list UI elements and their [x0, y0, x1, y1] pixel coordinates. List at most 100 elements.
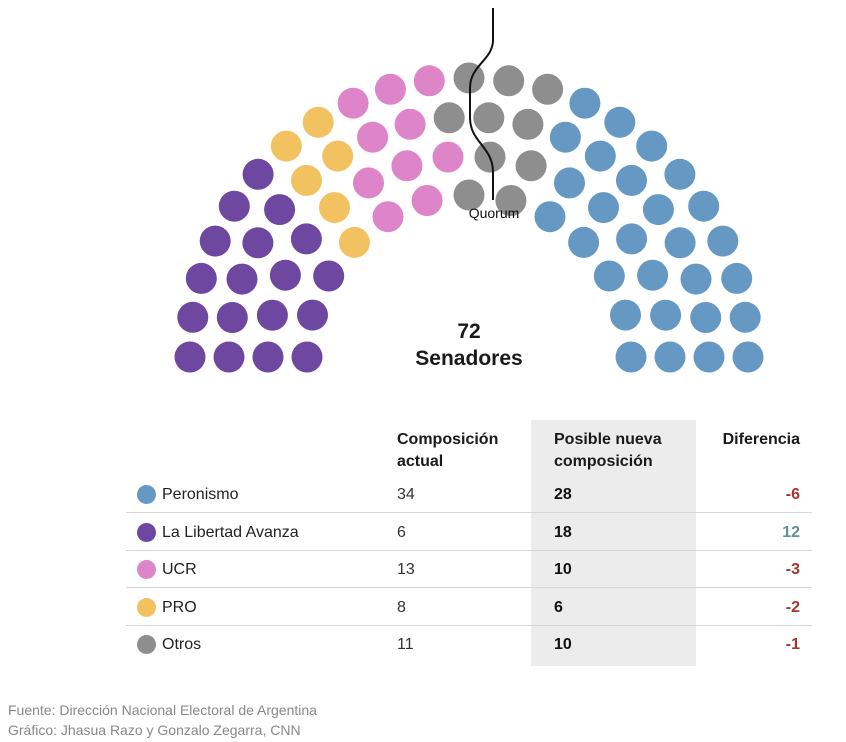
seat-difference: -6: [785, 486, 800, 503]
new-seats: 28: [554, 486, 572, 503]
seat-dot: [616, 223, 648, 255]
seat-dot: [588, 192, 619, 224]
seat-dot: [642, 194, 674, 226]
seat-group: [174, 62, 764, 373]
quorum-label: Quorum: [469, 205, 520, 221]
seat-dot: [291, 164, 322, 196]
party-color-dot: [137, 523, 156, 542]
new-seats: 10: [554, 636, 572, 653]
current-seats: 13: [397, 561, 415, 578]
new-seats: 18: [554, 524, 572, 541]
source-note: Fuente: Dirección Nacional Electoral de …: [8, 702, 317, 718]
seat-dot: [413, 65, 445, 97]
seat-dot: [615, 341, 647, 373]
table-row: Otros 11 10 -1: [126, 626, 812, 663]
seat-difference: -2: [785, 599, 800, 616]
seat-dot: [732, 341, 764, 373]
seat-dot: [721, 262, 753, 294]
table-row: Peronismo 34 28 -6: [126, 476, 812, 513]
party-color-dot: [137, 598, 156, 617]
seat-dot: [534, 201, 566, 233]
seat-dot: [264, 194, 296, 226]
new-seats: 10: [554, 561, 572, 578]
seat-dot: [532, 73, 564, 105]
seat-dot: [433, 102, 465, 134]
seat-dot: [432, 141, 464, 173]
seat-dot: [554, 167, 585, 199]
seat-dot: [636, 130, 668, 162]
seat-dot: [313, 260, 345, 292]
seat-dot: [650, 299, 682, 331]
header-current-line2: actual: [397, 453, 444, 470]
current-seats: 34: [397, 486, 415, 503]
seat-dot: [337, 87, 369, 119]
seat-dot: [664, 227, 696, 259]
seat-dot: [242, 227, 274, 259]
seat-dot: [411, 185, 443, 216]
seat-dot: [338, 226, 370, 258]
seat-dot: [216, 302, 248, 333]
seat-dot: [174, 341, 206, 373]
seat-dot: [319, 192, 350, 224]
seat-dot: [664, 158, 696, 190]
composition-table: Composición actual Posible nueva composi…: [126, 420, 812, 666]
seat-dot: [252, 341, 284, 373]
party-color-dot: [137, 485, 156, 504]
seat-dot: [177, 301, 209, 333]
seat-dot: [226, 263, 258, 295]
party-name: Otros: [162, 636, 202, 653]
seat-dot: [729, 301, 761, 333]
current-seats: 11: [397, 636, 414, 653]
seat-dot: [357, 121, 389, 153]
seat-difference: -1: [785, 636, 800, 653]
header-diff: Diferencia: [722, 431, 800, 448]
party-name: PRO: [162, 599, 197, 616]
seat-dot: [242, 158, 274, 190]
party-color-dot: [137, 560, 156, 579]
seat-dot: [297, 299, 328, 331]
seat-dot: [290, 223, 322, 255]
total-seats: 72 Senadores: [369, 318, 569, 372]
current-seats: 8: [397, 599, 406, 616]
table-row: UCR 13 10 -3: [126, 551, 812, 588]
header-new-line1: Posible nueva: [554, 431, 662, 448]
total-label: Senadores: [415, 347, 523, 370]
seat-difference: 12: [782, 524, 800, 541]
party-name: La Libertad Avanza: [162, 524, 299, 541]
seat-dot: [693, 341, 725, 373]
seat-dot: [269, 259, 301, 291]
header-new-line2: composición: [554, 453, 653, 470]
seat-dot: [568, 226, 600, 258]
header-current-line1: Composición: [397, 431, 499, 448]
seat-dot: [218, 190, 250, 222]
total-value: 72: [457, 320, 481, 343]
seat-dot: [394, 108, 426, 140]
header-current: Composición actual: [397, 429, 498, 473]
seat-dot: [495, 185, 527, 216]
seat-dot: [690, 302, 722, 333]
parliament-chart: Quorum: [174, 8, 764, 373]
seat-dot: [680, 263, 712, 295]
party-name: UCR: [162, 561, 197, 578]
seat-dot: [549, 121, 581, 153]
seat-dot: [270, 130, 302, 162]
seat-dot: [604, 106, 636, 138]
quorum-line: [469, 8, 494, 200]
seat-dot: [707, 225, 739, 257]
seat-dot: [453, 179, 485, 211]
seat-dot: [593, 260, 625, 292]
row-divider: [126, 512, 812, 513]
seat-dot: [515, 150, 547, 182]
seat-dot: [610, 299, 641, 331]
header-new: Posible nueva composición: [554, 429, 662, 473]
seat-dot: [372, 201, 404, 233]
seat-dot: [185, 262, 217, 294]
seat-dot: [584, 140, 616, 172]
seat-dot: [569, 87, 601, 119]
seat-dot: [637, 259, 669, 291]
row-divider: [126, 587, 812, 588]
seat-dot: [353, 167, 384, 199]
seat-dot: [654, 341, 686, 373]
seat-dot: [688, 190, 720, 222]
row-divider: [126, 550, 812, 551]
